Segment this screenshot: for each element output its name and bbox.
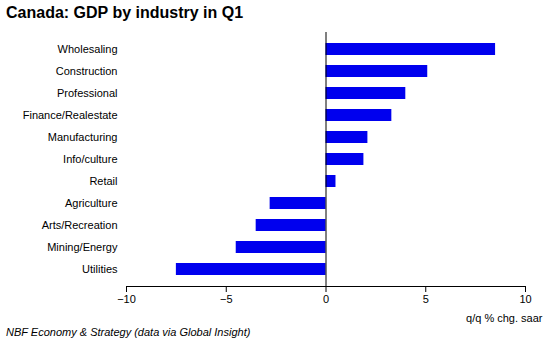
svg-text:q/q % chg. saar: q/q % chg. saar [466, 312, 543, 324]
svg-text:5: 5 [423, 293, 429, 305]
html-text:NBF Economy & Strategy (data v: NBF Economy & Strategy (data via Global … [6, 326, 251, 338]
svg-text:−10: −10 [117, 293, 136, 305]
html-text:Canada: GDP by industry in Q1: Canada: GDP by industry in Q1 [6, 4, 244, 21]
svg-text:Utilities: Utilities [82, 263, 118, 275]
svg-text:Professional: Professional [57, 87, 118, 99]
svg-text:Arts/Recreation: Arts/Recreation [42, 219, 118, 231]
svg-text:−5: −5 [220, 293, 233, 305]
svg-text:Mining/Energy: Mining/Energy [47, 241, 118, 253]
svg-text:10: 10 [519, 293, 531, 305]
svg-text:Info/culture: Info/culture [63, 153, 117, 165]
svg-text:0: 0 [323, 293, 329, 305]
svg-text:Agriculture: Agriculture [65, 197, 118, 209]
svg-text:Wholesaling: Wholesaling [58, 43, 118, 55]
svg-text:Finance/Realestate: Finance/Realestate [23, 109, 118, 121]
svg-text:Retail: Retail [89, 175, 117, 187]
svg-text:Construction: Construction [56, 65, 118, 77]
svg-text:Manufacturing: Manufacturing [48, 131, 118, 143]
